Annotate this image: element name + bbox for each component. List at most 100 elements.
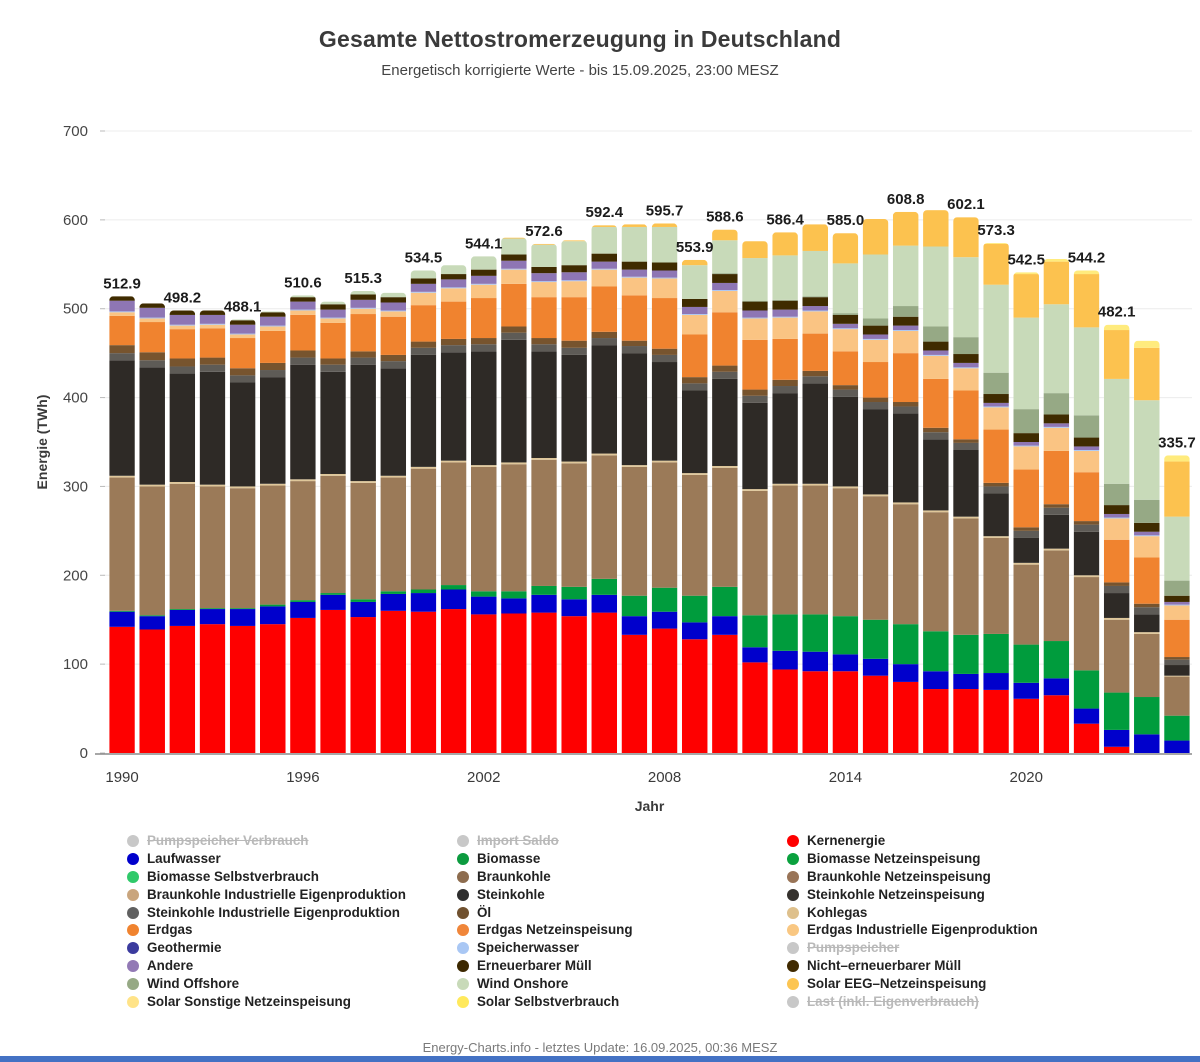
- legend-item-kohlegas[interactable]: Kohlegas: [787, 904, 1193, 922]
- bar-segment[interactable]: [772, 338, 798, 380]
- bar-segment[interactable]: [1043, 504, 1070, 508]
- bar-segment[interactable]: [832, 616, 859, 655]
- bar-segment[interactable]: [953, 673, 979, 690]
- bar-segment[interactable]: [1043, 550, 1070, 642]
- bar-segment[interactable]: [1103, 483, 1130, 506]
- bar-segment[interactable]: [350, 294, 376, 300]
- bar-segment[interactable]: [169, 481, 196, 484]
- bar-segment[interactable]: [440, 609, 467, 753]
- bar-segment[interactable]: [259, 325, 286, 327]
- bar-segment[interactable]: [802, 376, 829, 384]
- bar-segment[interactable]: [531, 338, 557, 345]
- bar-segment[interactable]: [742, 300, 768, 302]
- bar-segment[interactable]: [983, 673, 1009, 690]
- bar-segment[interactable]: [651, 362, 678, 461]
- bar-segment[interactable]: [772, 255, 798, 300]
- bar-segment[interactable]: [199, 364, 226, 372]
- legend-item-andere[interactable]: Andere: [127, 957, 457, 975]
- bar-segment[interactable]: [531, 612, 557, 753]
- bar-segment[interactable]: [712, 634, 738, 753]
- bar-segment[interactable]: [1043, 393, 1070, 415]
- legend-item-kernenergie[interactable]: Kernenergie: [787, 832, 1193, 850]
- bar-segment[interactable]: [320, 301, 346, 305]
- bar-segment[interactable]: [983, 429, 1009, 483]
- bar-segment[interactable]: [712, 240, 738, 274]
- bar-segment[interactable]: [923, 350, 949, 355]
- bar-segment[interactable]: [139, 318, 165, 323]
- bar-segment[interactable]: [712, 229, 738, 241]
- bar-segment[interactable]: [651, 277, 678, 279]
- bar-2021[interactable]: [1043, 258, 1070, 753]
- bar-segment[interactable]: [1013, 537, 1040, 563]
- bar-segment[interactable]: [1043, 261, 1070, 305]
- bar-segment[interactable]: [1073, 521, 1100, 525]
- bar-segment[interactable]: [470, 256, 497, 270]
- bar-segment[interactable]: [1164, 665, 1190, 676]
- legend-item-erdgas-industrielle-eigenproduktion[interactable]: Erdgas Industrielle Eigenproduktion: [787, 921, 1193, 939]
- bar-segment[interactable]: [470, 465, 497, 467]
- bar-segment[interactable]: [259, 316, 286, 326]
- bar-segment[interactable]: [440, 462, 467, 586]
- bar-segment[interactable]: [290, 479, 316, 482]
- bar-segment[interactable]: [712, 290, 738, 313]
- bar-segment[interactable]: [229, 609, 256, 626]
- bar-segment[interactable]: [712, 273, 738, 275]
- bar-segment[interactable]: [892, 504, 919, 625]
- bar-segment[interactable]: [802, 483, 829, 486]
- bar-segment[interactable]: [229, 488, 256, 609]
- bar-segment[interactable]: [440, 589, 467, 610]
- bar-segment[interactable]: [802, 250, 829, 297]
- bar-segment[interactable]: [501, 237, 527, 239]
- bar-segment[interactable]: [591, 225, 618, 227]
- legend-item-solar-eeg-netzeinspeisung[interactable]: Solar EEG–Netzeinspeisung: [787, 975, 1193, 993]
- bar-segment[interactable]: [561, 616, 587, 753]
- bar-segment[interactable]: [139, 484, 165, 487]
- bar-segment[interactable]: [320, 473, 346, 476]
- bar-segment[interactable]: [862, 619, 889, 659]
- bar-segment[interactable]: [320, 364, 346, 372]
- bar-segment[interactable]: [1164, 675, 1190, 677]
- bar-segment[interactable]: [199, 323, 226, 325]
- bar-segment[interactable]: [772, 650, 798, 670]
- bar-segment[interactable]: [983, 406, 1009, 408]
- bar-segment[interactable]: [772, 386, 798, 394]
- bar-segment[interactable]: [350, 617, 376, 753]
- bar-segment[interactable]: [832, 486, 859, 489]
- bar-segment[interactable]: [1134, 522, 1160, 532]
- bar-segment[interactable]: [109, 311, 135, 313]
- bar-segment[interactable]: [923, 354, 949, 356]
- bar-segment[interactable]: [621, 634, 648, 753]
- bar-segment[interactable]: [470, 275, 497, 284]
- bar-segment[interactable]: [953, 518, 979, 635]
- bar-segment[interactable]: [983, 486, 1009, 494]
- bar-segment[interactable]: [1073, 723, 1100, 753]
- bar-segment[interactable]: [410, 283, 437, 292]
- bar-segment[interactable]: [1103, 330, 1130, 379]
- bar-segment[interactable]: [742, 301, 768, 311]
- bar-segment[interactable]: [712, 467, 738, 587]
- bar-segment[interactable]: [1134, 734, 1160, 753]
- bar-segment[interactable]: [832, 671, 859, 753]
- legend-item-steinkohle-netzeinspeisung[interactable]: Steinkohle Netzeinspeisung: [787, 886, 1193, 904]
- bar-segment[interactable]: [953, 368, 979, 391]
- legend-item-biomasse-netzeinspeisung[interactable]: Biomasse Netzeinspeisung: [787, 850, 1193, 868]
- bar-segment[interactable]: [591, 331, 618, 339]
- bar-segment[interactable]: [290, 600, 316, 602]
- bar-segment[interactable]: [621, 595, 648, 617]
- bar-segment[interactable]: [983, 536, 1009, 538]
- bar-segment[interactable]: [712, 378, 738, 466]
- bar-segment[interactable]: [440, 345, 467, 353]
- legend-item-braunkohle[interactable]: Braunkohle: [457, 868, 787, 886]
- bar-segment[interactable]: [1103, 619, 1130, 693]
- bar-segment[interactable]: [440, 585, 467, 590]
- bar-segment[interactable]: [742, 258, 768, 301]
- bar-segment[interactable]: [561, 240, 587, 242]
- bar-segment[interactable]: [350, 307, 376, 309]
- bar-segment[interactable]: [531, 266, 557, 274]
- bar-segment[interactable]: [410, 611, 437, 753]
- bar-segment[interactable]: [470, 338, 497, 345]
- bar-segment[interactable]: [320, 594, 346, 610]
- bar-2001[interactable]: [440, 265, 467, 753]
- bar-segment[interactable]: [1073, 274, 1100, 328]
- bar-segment[interactable]: [681, 622, 708, 640]
